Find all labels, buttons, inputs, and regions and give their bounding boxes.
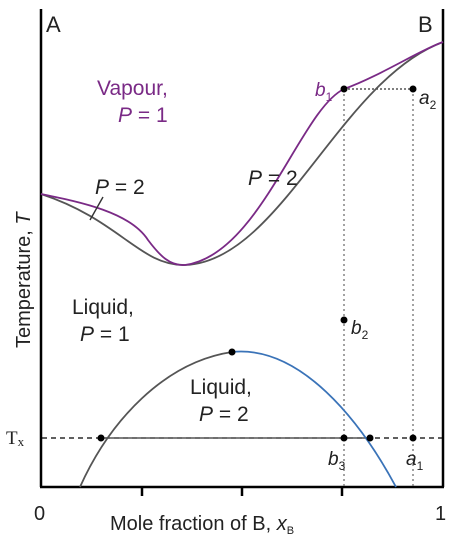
liquid-single-phase-count: P = 1 <box>80 323 130 346</box>
liquid-two-phase-count: P = 2 <box>199 403 249 426</box>
vapour-curve <box>40 41 444 266</box>
solubility-curve-right <box>231 350 397 488</box>
label-b: B <box>418 12 433 37</box>
point-right-tx <box>366 434 374 442</box>
label-b3: b3 <box>328 449 346 473</box>
y-axis-label: Temperature, T <box>13 211 35 348</box>
label-b1: b1 <box>315 80 333 104</box>
tx-label: Tx <box>6 428 25 449</box>
point-a2 <box>409 85 417 93</box>
two-phase-left-label: P = 2 <box>95 176 145 199</box>
label-pointer <box>89 196 104 221</box>
label-a: A <box>46 12 61 37</box>
vapour-label: Vapour, <box>97 77 168 100</box>
label-b2: b2 <box>351 318 369 342</box>
label-a1: a1 <box>406 449 424 473</box>
vapour-phase-count: P = 1 <box>118 104 168 127</box>
liquid-single-label: Liquid, <box>72 296 134 319</box>
two-phase-right-label: P = 2 <box>248 167 298 190</box>
liquid-curve <box>40 41 444 266</box>
x-max-label: 1 <box>435 503 446 525</box>
liquid-two-label: Liquid, <box>190 376 252 399</box>
x-min-label: 0 <box>34 503 45 525</box>
x-axis-label: Mole fraction of B, xB <box>110 513 294 537</box>
point-left-tx <box>97 434 105 442</box>
solubility-curve-left <box>79 351 233 488</box>
point-b1 <box>340 85 348 93</box>
point-max <box>228 348 236 356</box>
label-a2: a2 <box>419 88 437 112</box>
point-a1 <box>409 434 417 442</box>
point-b2 <box>340 316 348 324</box>
point-b3 <box>340 434 348 442</box>
